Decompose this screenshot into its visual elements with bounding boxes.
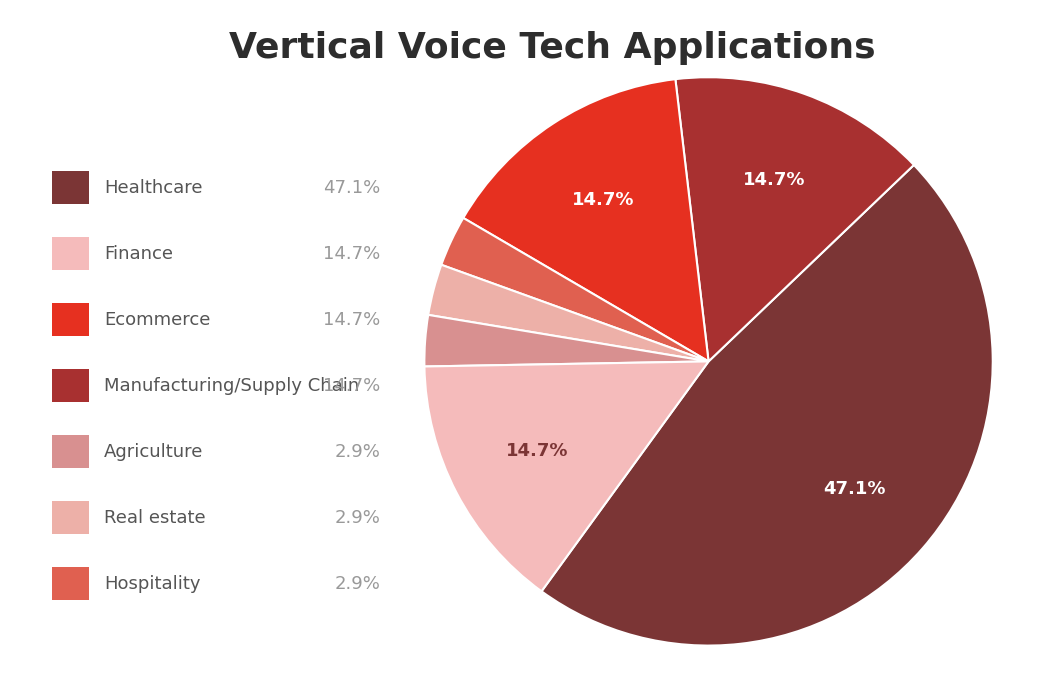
Text: 47.1%: 47.1%	[823, 480, 886, 498]
Text: 14.7%: 14.7%	[323, 245, 380, 263]
Text: 14.7%: 14.7%	[506, 441, 569, 459]
Text: Real estate: Real estate	[104, 509, 206, 527]
Text: 2.9%: 2.9%	[334, 509, 380, 527]
Text: Vertical Voice Tech Applications: Vertical Voice Tech Applications	[229, 31, 875, 65]
Text: 47.1%: 47.1%	[323, 179, 380, 197]
Wedge shape	[442, 218, 709, 361]
Wedge shape	[424, 315, 709, 366]
Wedge shape	[424, 361, 709, 591]
Wedge shape	[675, 77, 914, 361]
Text: 2.9%: 2.9%	[334, 575, 380, 593]
Text: Manufacturing/Supply Chain: Manufacturing/Supply Chain	[104, 377, 359, 395]
Text: Healthcare: Healthcare	[104, 179, 203, 197]
Text: 14.7%: 14.7%	[323, 311, 380, 329]
Text: 2.9%: 2.9%	[334, 443, 380, 461]
Wedge shape	[464, 79, 709, 361]
Wedge shape	[428, 265, 709, 361]
Text: Agriculture: Agriculture	[104, 443, 203, 461]
Text: 14.7%: 14.7%	[571, 190, 634, 208]
Text: Hospitality: Hospitality	[104, 575, 201, 593]
Text: 14.7%: 14.7%	[323, 377, 380, 395]
Text: Finance: Finance	[104, 245, 173, 263]
Wedge shape	[542, 165, 993, 646]
Text: 14.7%: 14.7%	[743, 170, 805, 188]
Text: Ecommerce: Ecommerce	[104, 311, 210, 329]
